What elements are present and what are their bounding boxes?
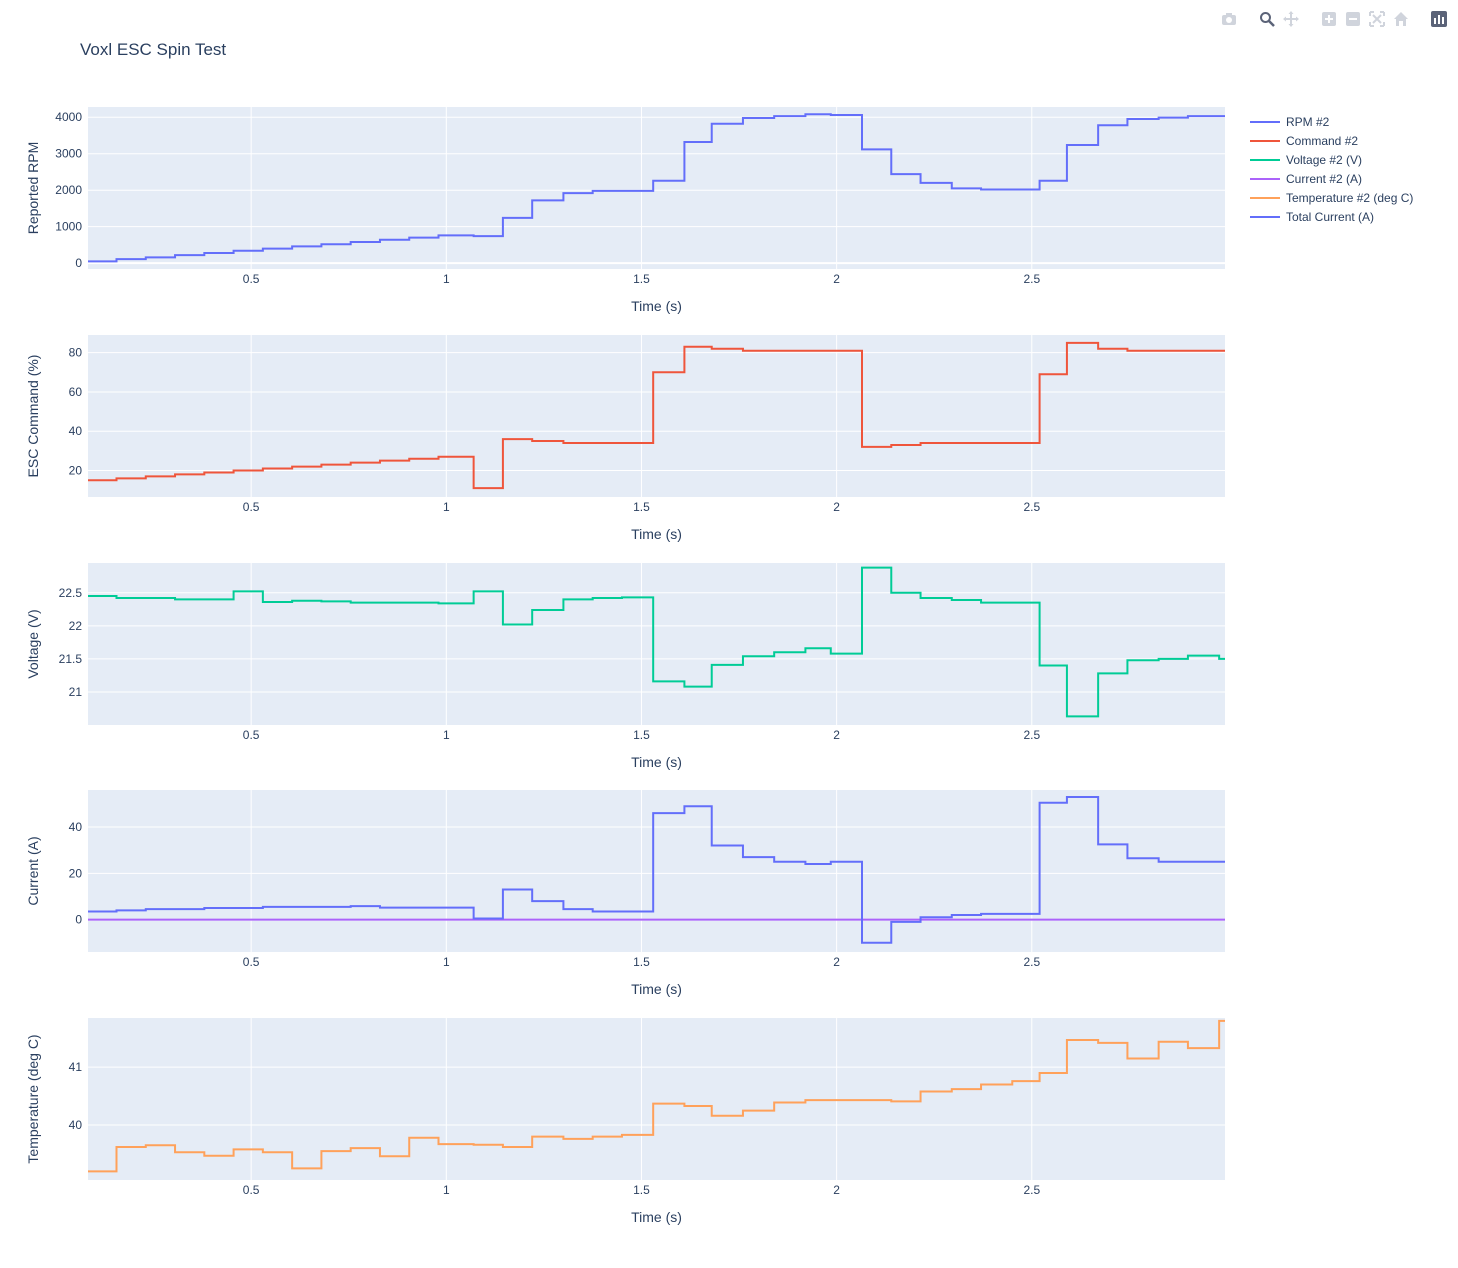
x-tick-label: 2.5	[1023, 500, 1040, 514]
x-tick-label: 1.5	[633, 955, 650, 969]
x-tick-label: 0.5	[243, 955, 260, 969]
y-tick-label: 20	[69, 463, 83, 477]
x-tick-label: 1	[443, 500, 450, 514]
y-tick-label: 0	[75, 913, 82, 927]
subplot-2: 0.5 1 1.5 2 2.5 20 40 60 80 Time (s) ESC Command (…	[25, 335, 1225, 542]
legend-item[interactable]: Voltage #2 (V)	[1250, 150, 1413, 169]
y-axis-title: ESC Command (%)	[25, 355, 41, 478]
x-tick-label: 0.5	[243, 728, 260, 742]
y-tick-label: 21.5	[59, 652, 83, 666]
legend-swatch	[1250, 120, 1280, 123]
y-axis-title: Current (A)	[25, 836, 41, 905]
plotly-logo-icon[interactable]	[1430, 10, 1448, 28]
x-tick-label: 0.5	[243, 1183, 260, 1197]
x-tick-label: 2	[833, 1183, 840, 1197]
legend-label: Current #2 (A)	[1286, 171, 1363, 186]
modebar	[1220, 10, 1448, 30]
y-tick-label: 22.5	[59, 586, 83, 600]
x-axis-title: Time (s)	[631, 981, 682, 997]
x-tick-label: 1.5	[633, 500, 650, 514]
y-tick-label: 22	[69, 619, 83, 633]
subplot-1: 0.5 1 1.5 2 2.5 0 1000 2000 3000 4000 Time (s) Repo…	[25, 107, 1225, 314]
plot-area	[88, 1018, 1225, 1180]
y-axis-title: Temperature (deg C)	[25, 1034, 41, 1163]
plot-area	[88, 790, 1225, 952]
subplot-4: 0.5 1 1.5 2 2.5 0 20 40 Time (s) Current (A)	[25, 790, 1225, 997]
x-tick-label: 0.5	[243, 500, 260, 514]
legend: RPM #2 Command #2 Voltage #2 (V) Current #2…	[1250, 112, 1413, 226]
legend-item[interactable]: Temperature #2 (deg C)	[1250, 188, 1413, 207]
plot-area	[88, 563, 1225, 725]
series-line-rpm-2	[88, 113, 1225, 263]
legend-swatch	[1250, 196, 1280, 199]
camera-icon[interactable]	[1220, 10, 1238, 28]
legend-swatch	[1250, 158, 1280, 161]
x-axis-title: Time (s)	[631, 526, 682, 542]
y-axis-title: Reported RPM	[25, 142, 41, 235]
reset-axes-icon[interactable]	[1392, 10, 1410, 28]
x-axis-title: Time (s)	[631, 1209, 682, 1225]
y-tick-label: 21	[69, 685, 83, 699]
x-tick-label: 1.5	[633, 1183, 650, 1197]
x-tick-label: 1.5	[633, 728, 650, 742]
legend-item[interactable]: Current #2 (A)	[1250, 169, 1413, 188]
legend-item[interactable]: RPM #2	[1250, 112, 1413, 131]
legend-swatch	[1250, 177, 1280, 180]
y-tick-label: 1000	[55, 220, 82, 234]
x-tick-label: 2	[833, 728, 840, 742]
plot-area	[88, 107, 1225, 269]
y-tick-label: 41	[69, 1060, 83, 1074]
y-tick-label: 40	[69, 820, 83, 834]
y-tick-label: 4000	[55, 110, 82, 124]
legend-item[interactable]: Total Current (A)	[1250, 207, 1413, 226]
plot-area	[88, 335, 1225, 497]
legend-swatch	[1250, 215, 1280, 218]
y-tick-label: 20	[69, 866, 83, 880]
legend-label: Temperature #2 (deg C)	[1286, 190, 1414, 205]
legend-label: Voltage #2 (V)	[1286, 152, 1363, 167]
legend-label: Total Current (A)	[1286, 209, 1375, 224]
legend-item[interactable]: Command #2	[1250, 131, 1413, 150]
zoom-icon[interactable]	[1258, 10, 1276, 28]
legend-label: Command #2	[1286, 133, 1359, 148]
x-tick-label: 1	[443, 1183, 450, 1197]
x-tick-label: 1.5	[633, 272, 650, 286]
y-tick-label: 40	[69, 424, 83, 438]
x-tick-label: 1	[443, 272, 450, 286]
pan-icon[interactable]	[1282, 10, 1300, 28]
y-axis-title: Voltage (V)	[25, 609, 41, 678]
x-tick-label: 2	[833, 500, 840, 514]
x-axis-title: Time (s)	[631, 754, 682, 770]
x-tick-label: 2	[833, 955, 840, 969]
x-tick-label: 2.5	[1023, 955, 1040, 969]
legend-swatch	[1250, 139, 1280, 142]
zoom-in-icon[interactable]	[1320, 10, 1338, 28]
x-tick-label: 1	[443, 728, 450, 742]
y-tick-label: 40	[69, 1118, 83, 1132]
x-tick-label: 2	[833, 272, 840, 286]
series-line-temperature-2-deg-c	[88, 1019, 1225, 1173]
series-line-voltage-2-v	[88, 566, 1225, 718]
subplot-5: 0.5 1 1.5 2 2.5 40 41 Time (s) Temperature (deg …	[25, 1018, 1225, 1225]
x-axis-title: Time (s)	[631, 298, 682, 314]
y-tick-label: 0	[75, 256, 82, 270]
x-tick-label: 0.5	[243, 272, 260, 286]
autoscale-icon[interactable]	[1368, 10, 1386, 28]
y-tick-label: 3000	[55, 147, 82, 161]
series-line-command-2	[88, 341, 1225, 490]
series-line-total-current-a	[88, 795, 1225, 944]
x-tick-label: 2.5	[1023, 272, 1040, 286]
legend-label: RPM #2	[1286, 114, 1330, 129]
x-tick-label: 2.5	[1023, 1183, 1040, 1197]
x-tick-label: 1	[443, 955, 450, 969]
chart-title: Voxl ESC Spin Test	[80, 40, 227, 59]
y-tick-label: 80	[69, 346, 83, 360]
x-tick-label: 2.5	[1023, 728, 1040, 742]
y-tick-label: 2000	[55, 183, 82, 197]
zoom-out-icon[interactable]	[1344, 10, 1362, 28]
y-tick-label: 60	[69, 385, 83, 399]
